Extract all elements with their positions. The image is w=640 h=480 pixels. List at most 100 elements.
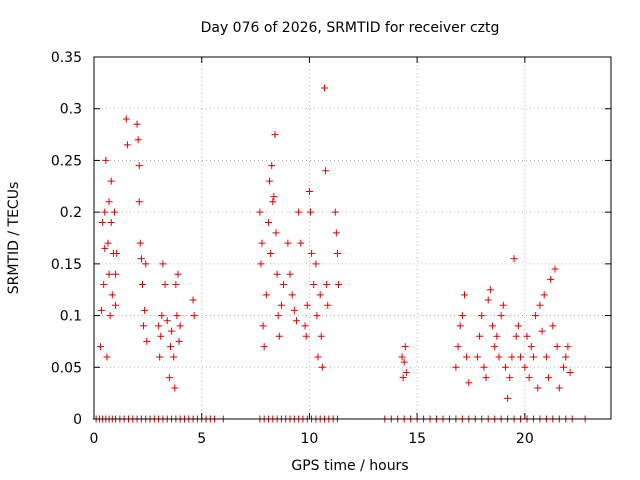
- data-point: [399, 374, 407, 382]
- data-point: [105, 270, 113, 278]
- data-point: [324, 301, 332, 309]
- data-point: [122, 115, 130, 123]
- x-tick-label: 15: [408, 431, 426, 447]
- data-point: [401, 343, 409, 351]
- data-point: [547, 275, 555, 283]
- data-point: [268, 162, 276, 170]
- data-point: [270, 193, 278, 201]
- data-point: [190, 312, 198, 320]
- data-point: [314, 353, 322, 361]
- data-point: [534, 384, 542, 392]
- data-point: [165, 374, 173, 382]
- data-point: [158, 312, 166, 320]
- data-point: [454, 343, 462, 351]
- data-point: [310, 281, 318, 289]
- y-tick-label: 0.25: [51, 153, 82, 169]
- data-point: [497, 312, 505, 320]
- data-point: [484, 296, 492, 304]
- data-point: [258, 239, 266, 247]
- data-point: [316, 291, 324, 299]
- data-point: [133, 120, 141, 128]
- data-point: [142, 260, 150, 268]
- data-point: [302, 332, 310, 340]
- data-point: [560, 363, 568, 371]
- data-point: [273, 270, 281, 278]
- data-point: [136, 239, 144, 247]
- data-point: [525, 374, 533, 382]
- data-point: [141, 306, 149, 314]
- data-point: [172, 281, 180, 289]
- data-point: [553, 343, 561, 351]
- data-point: [134, 136, 142, 144]
- chart-title: Day 076 of 2026, SRMTID for receiver czt…: [201, 20, 500, 36]
- data-point: [143, 337, 151, 345]
- data-point: [322, 167, 330, 175]
- data-point: [456, 322, 464, 330]
- data-point: [272, 229, 280, 237]
- data-point: [168, 327, 176, 335]
- data-point: [551, 265, 559, 273]
- data-point: [189, 296, 197, 304]
- data-point: [277, 301, 285, 309]
- data-point: [493, 332, 501, 340]
- data-point: [161, 281, 169, 289]
- data-point: [506, 374, 514, 382]
- data-point: [323, 281, 331, 289]
- data-point: [521, 363, 529, 371]
- grid: [94, 57, 611, 419]
- data-point: [266, 177, 274, 185]
- data-point: [510, 255, 518, 263]
- data-point: [163, 317, 171, 325]
- y-tick-label: 0.35: [51, 50, 82, 66]
- data-point: [174, 270, 182, 278]
- data-point: [566, 368, 574, 376]
- data-point: [536, 301, 544, 309]
- data-point: [103, 353, 111, 361]
- plot-frame: [93, 56, 612, 420]
- data-point: [478, 312, 486, 320]
- data-point: [452, 363, 460, 371]
- y-tick-label: 0.05: [51, 360, 82, 376]
- data-point: [166, 343, 174, 351]
- data-point: [501, 363, 509, 371]
- data-point: [538, 327, 546, 335]
- data-point: [486, 286, 494, 294]
- data-point: [110, 208, 118, 216]
- data-point: [157, 332, 165, 340]
- data-point: [171, 384, 179, 392]
- data-point: [112, 301, 120, 309]
- data-point: [465, 379, 473, 387]
- y-axis-ticks: 0 0.05 0.1 0.15 0.2 0.25 0.3 0.35: [51, 50, 611, 428]
- data-point: [107, 218, 115, 226]
- data-point: [331, 208, 339, 216]
- data-point: [504, 394, 512, 402]
- x-tick-label: 5: [197, 431, 206, 447]
- data-point: [532, 312, 540, 320]
- data-point: [280, 281, 288, 289]
- data-point: [529, 353, 537, 361]
- data-point: [175, 337, 183, 345]
- data-point: [269, 198, 277, 206]
- data-point: [495, 353, 503, 361]
- data-point: [137, 255, 145, 263]
- data-point: [332, 229, 340, 237]
- data-point: [303, 301, 311, 309]
- data-point: [295, 208, 303, 216]
- data-point: [512, 332, 520, 340]
- data-point: [398, 353, 406, 361]
- y-axis-label: SRMTID / TECUs: [6, 182, 22, 295]
- data-point: [290, 306, 298, 314]
- x-tick-label: 0: [90, 431, 99, 447]
- data-point: [461, 291, 469, 299]
- data-point: [305, 187, 313, 195]
- data-point: [542, 353, 550, 361]
- data-point: [313, 312, 321, 320]
- data-point: [292, 317, 300, 325]
- data-point: [297, 239, 305, 247]
- data-point: [333, 250, 341, 258]
- data-point: [135, 198, 143, 206]
- data-point: [499, 301, 507, 309]
- data-point: [262, 291, 270, 299]
- data-point: [275, 332, 283, 340]
